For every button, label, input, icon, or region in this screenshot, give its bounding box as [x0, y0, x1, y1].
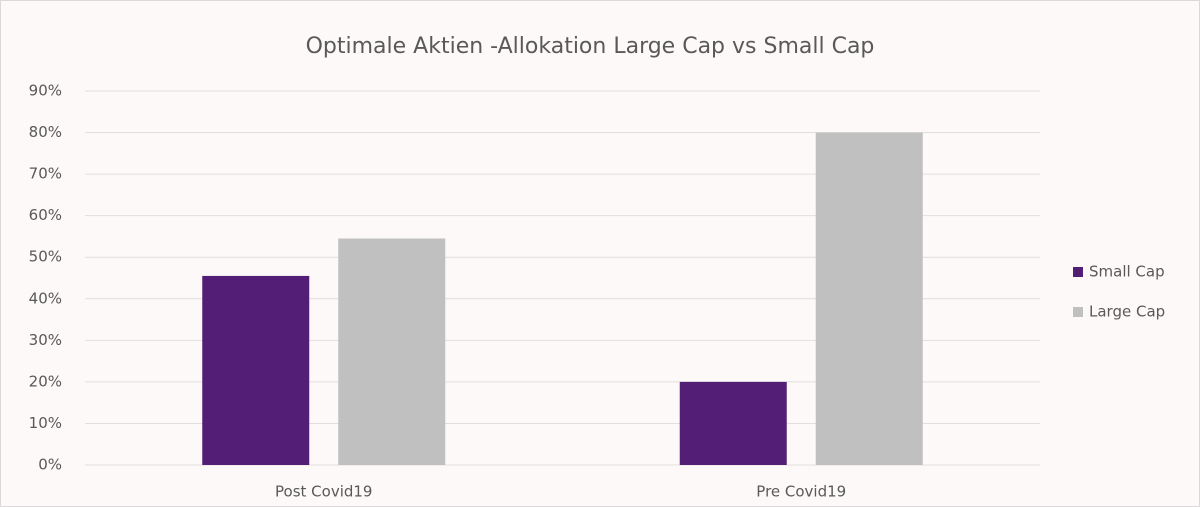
y-tick-label: 90% [29, 82, 62, 100]
y-tick-label: 30% [29, 331, 62, 349]
y-tick-label: 70% [29, 165, 62, 183]
bar [815, 132, 923, 466]
legend-label: Small Cap [1089, 263, 1165, 281]
chart-title: Optimale Aktien -Allokation Large Cap vs… [306, 34, 875, 59]
y-tick-label: 80% [29, 123, 62, 141]
y-tick-label: 40% [29, 289, 62, 307]
y-tick-label: 10% [29, 414, 62, 432]
x-tick-label: Pre Covid19 [756, 483, 846, 501]
legend-label: Large Cap [1089, 303, 1165, 321]
y-tick-label: 60% [29, 206, 62, 224]
y-tick-label: 0% [38, 456, 62, 474]
legend-swatch [1073, 307, 1083, 317]
bar [338, 238, 446, 465]
legend-swatch [1073, 267, 1083, 277]
bar [679, 381, 787, 465]
x-tick-label: Post Covid19 [275, 483, 372, 501]
y-tick-label: 50% [29, 248, 62, 266]
bar [202, 275, 310, 465]
y-tick-label: 20% [29, 372, 62, 390]
